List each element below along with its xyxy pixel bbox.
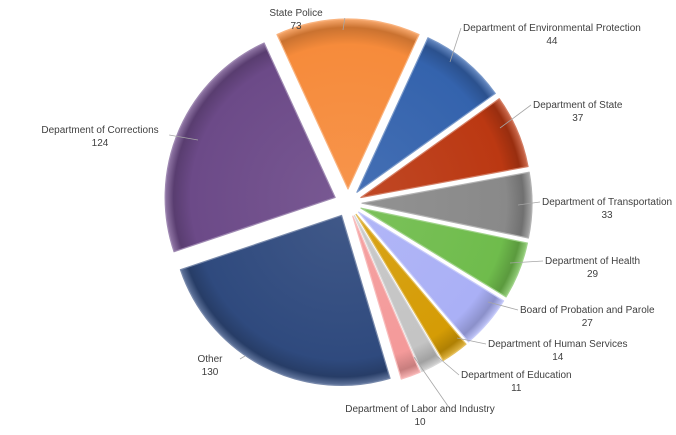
slice-value-other: 130 <box>202 367 219 378</box>
slice-label-department-of-education: Department of Education <box>461 370 572 381</box>
leader-line-department-of-transportation <box>517 201 541 206</box>
leader-line-board-of-probation-and-parole <box>487 301 519 311</box>
slice-label-department-of-labor-and-industry: Department of Labor and Industry <box>345 404 495 415</box>
leader-line-department-of-state <box>499 104 532 129</box>
slice-department-of-human-services <box>355 213 467 362</box>
slice-label-state-police: State Police <box>269 8 323 19</box>
slice-label-department-of-state: Department of State <box>533 100 623 111</box>
pie-slices <box>164 18 533 387</box>
leader-line-department-of-environmental-protection <box>449 27 462 63</box>
leader-line-department-of-corrections <box>169 134 199 141</box>
leader-line-department-of-health <box>509 260 544 264</box>
slice-other <box>179 214 391 387</box>
slice-value-department-of-state: 37 <box>572 113 584 124</box>
slice-department-of-labor-and-industry <box>352 215 421 380</box>
slice-value-department-of-health: 29 <box>587 269 599 280</box>
leader-line-department-of-labor-and-industry <box>413 356 451 410</box>
slice-label-other: Other <box>197 354 223 365</box>
slice-label-department-of-health: Department of Health <box>545 256 640 267</box>
slice-labels: State Police 73 Department of Environmenta… <box>41 8 672 428</box>
slice-state-police <box>276 18 420 190</box>
slice-department-of-corrections <box>164 42 336 253</box>
slice-value-state-police: 73 <box>290 21 302 32</box>
slice-board-of-probation-and-parole <box>358 211 505 343</box>
slice-label-department-of-transportation: Department of Transportation <box>542 197 672 208</box>
leader-line-state-police <box>342 17 346 31</box>
leader-line-department-of-human-services <box>456 337 487 345</box>
slice-label-department-of-environmental-protection: Department of Environmental Protection <box>463 23 641 34</box>
slice-label-board-of-probation-and-parole: Board of Probation and Parole <box>520 305 655 316</box>
leader-line-other <box>239 355 246 360</box>
slice-value-department-of-transportation: 33 <box>601 210 613 221</box>
slice-value-department-of-environmental-protection: 44 <box>546 36 558 47</box>
slice-department-of-environmental-protection <box>356 37 496 193</box>
slice-department-of-health <box>360 207 528 298</box>
slice-department-of-education <box>353 214 442 373</box>
slice-label-department-of-human-services: Department of Human Services <box>488 339 628 350</box>
leader-line-department-of-education <box>431 351 460 376</box>
slice-value-department-of-education: 11 <box>511 383 522 394</box>
leader-lines <box>169 17 544 410</box>
slice-value-department-of-human-services: 14 <box>552 352 564 363</box>
slice-value-department-of-corrections: 124 <box>92 138 109 149</box>
slice-department-of-state <box>360 98 529 199</box>
slice-label-department-of-corrections: Department of Corrections <box>41 125 158 136</box>
slice-value-board-of-probation-and-parole: 27 <box>582 318 594 329</box>
slice-value-department-of-labor-and-industry: 10 <box>414 417 426 428</box>
slice-department-of-transportation <box>361 171 533 239</box>
